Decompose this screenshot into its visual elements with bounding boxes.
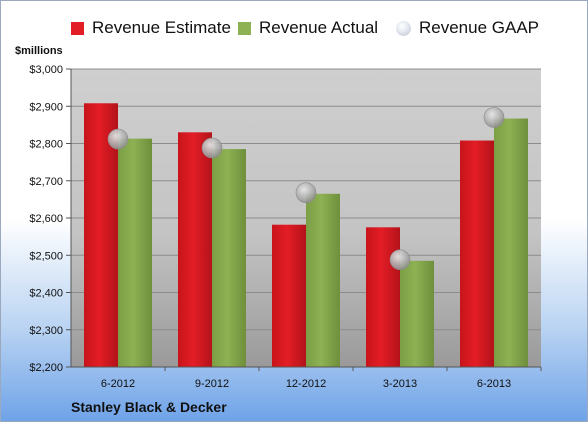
legend-item-estimate: Revenue Estimate: [71, 15, 231, 41]
y-tick-label: $2,900: [29, 101, 63, 113]
bar-revenue-estimate: [178, 132, 212, 367]
y-axis-unit-label: $millions: [15, 45, 63, 57]
bar-revenue-actual: [118, 138, 152, 367]
y-tick-label: $3,000: [29, 64, 63, 76]
y-tick-label: $2,200: [29, 362, 63, 374]
bubble-revenue-gaap: [389, 249, 411, 271]
bar-revenue-estimate: [460, 140, 494, 367]
y-tick-label: $2,300: [29, 325, 63, 337]
bar-revenue-actual: [400, 260, 434, 367]
legend-label-actual: Revenue Actual: [259, 18, 379, 37]
bar-revenue-actual: [494, 118, 528, 367]
y-tick-label: $2,700: [29, 176, 63, 188]
y-tick-label: $2,800: [29, 139, 63, 151]
x-tick-label: 6-2013: [477, 378, 511, 390]
legend-swatch-estimate: [71, 21, 84, 35]
bubble-revenue-gaap: [483, 107, 505, 128]
x-tick-label: 12-2012: [286, 378, 326, 390]
legend-bubble-gaap: [396, 20, 411, 36]
legend-item-gaap: Revenue GAAP: [396, 15, 539, 41]
x-tick-label: 9-2012: [195, 378, 229, 390]
legend-label-gaap: Revenue GAAP: [419, 18, 540, 37]
x-tick-label: 3-2013: [383, 378, 417, 390]
legend-item-actual: Revenue Actual: [238, 15, 378, 41]
company-name: Stanley Black & Decker: [71, 399, 227, 415]
x-tick-label: 6-2012: [101, 378, 135, 390]
y-tick-label: $2,500: [29, 250, 63, 262]
bar-revenue-actual: [212, 149, 246, 367]
legend-swatch-actual: [238, 21, 251, 35]
bar-revenue-actual: [306, 193, 340, 367]
bubble-revenue-gaap: [107, 128, 129, 150]
bubble-revenue-gaap: [201, 137, 223, 159]
bar-revenue-estimate: [366, 227, 400, 367]
y-tick-label: $2,400: [29, 288, 63, 300]
bubble-revenue-gaap: [295, 182, 317, 203]
legend: Revenue Estimate Revenue Actual Revenue …: [1, 15, 587, 41]
y-tick-label: $2,600: [29, 213, 63, 225]
bar-revenue-estimate: [272, 224, 306, 367]
legend-label-estimate: Revenue Estimate: [92, 18, 231, 37]
